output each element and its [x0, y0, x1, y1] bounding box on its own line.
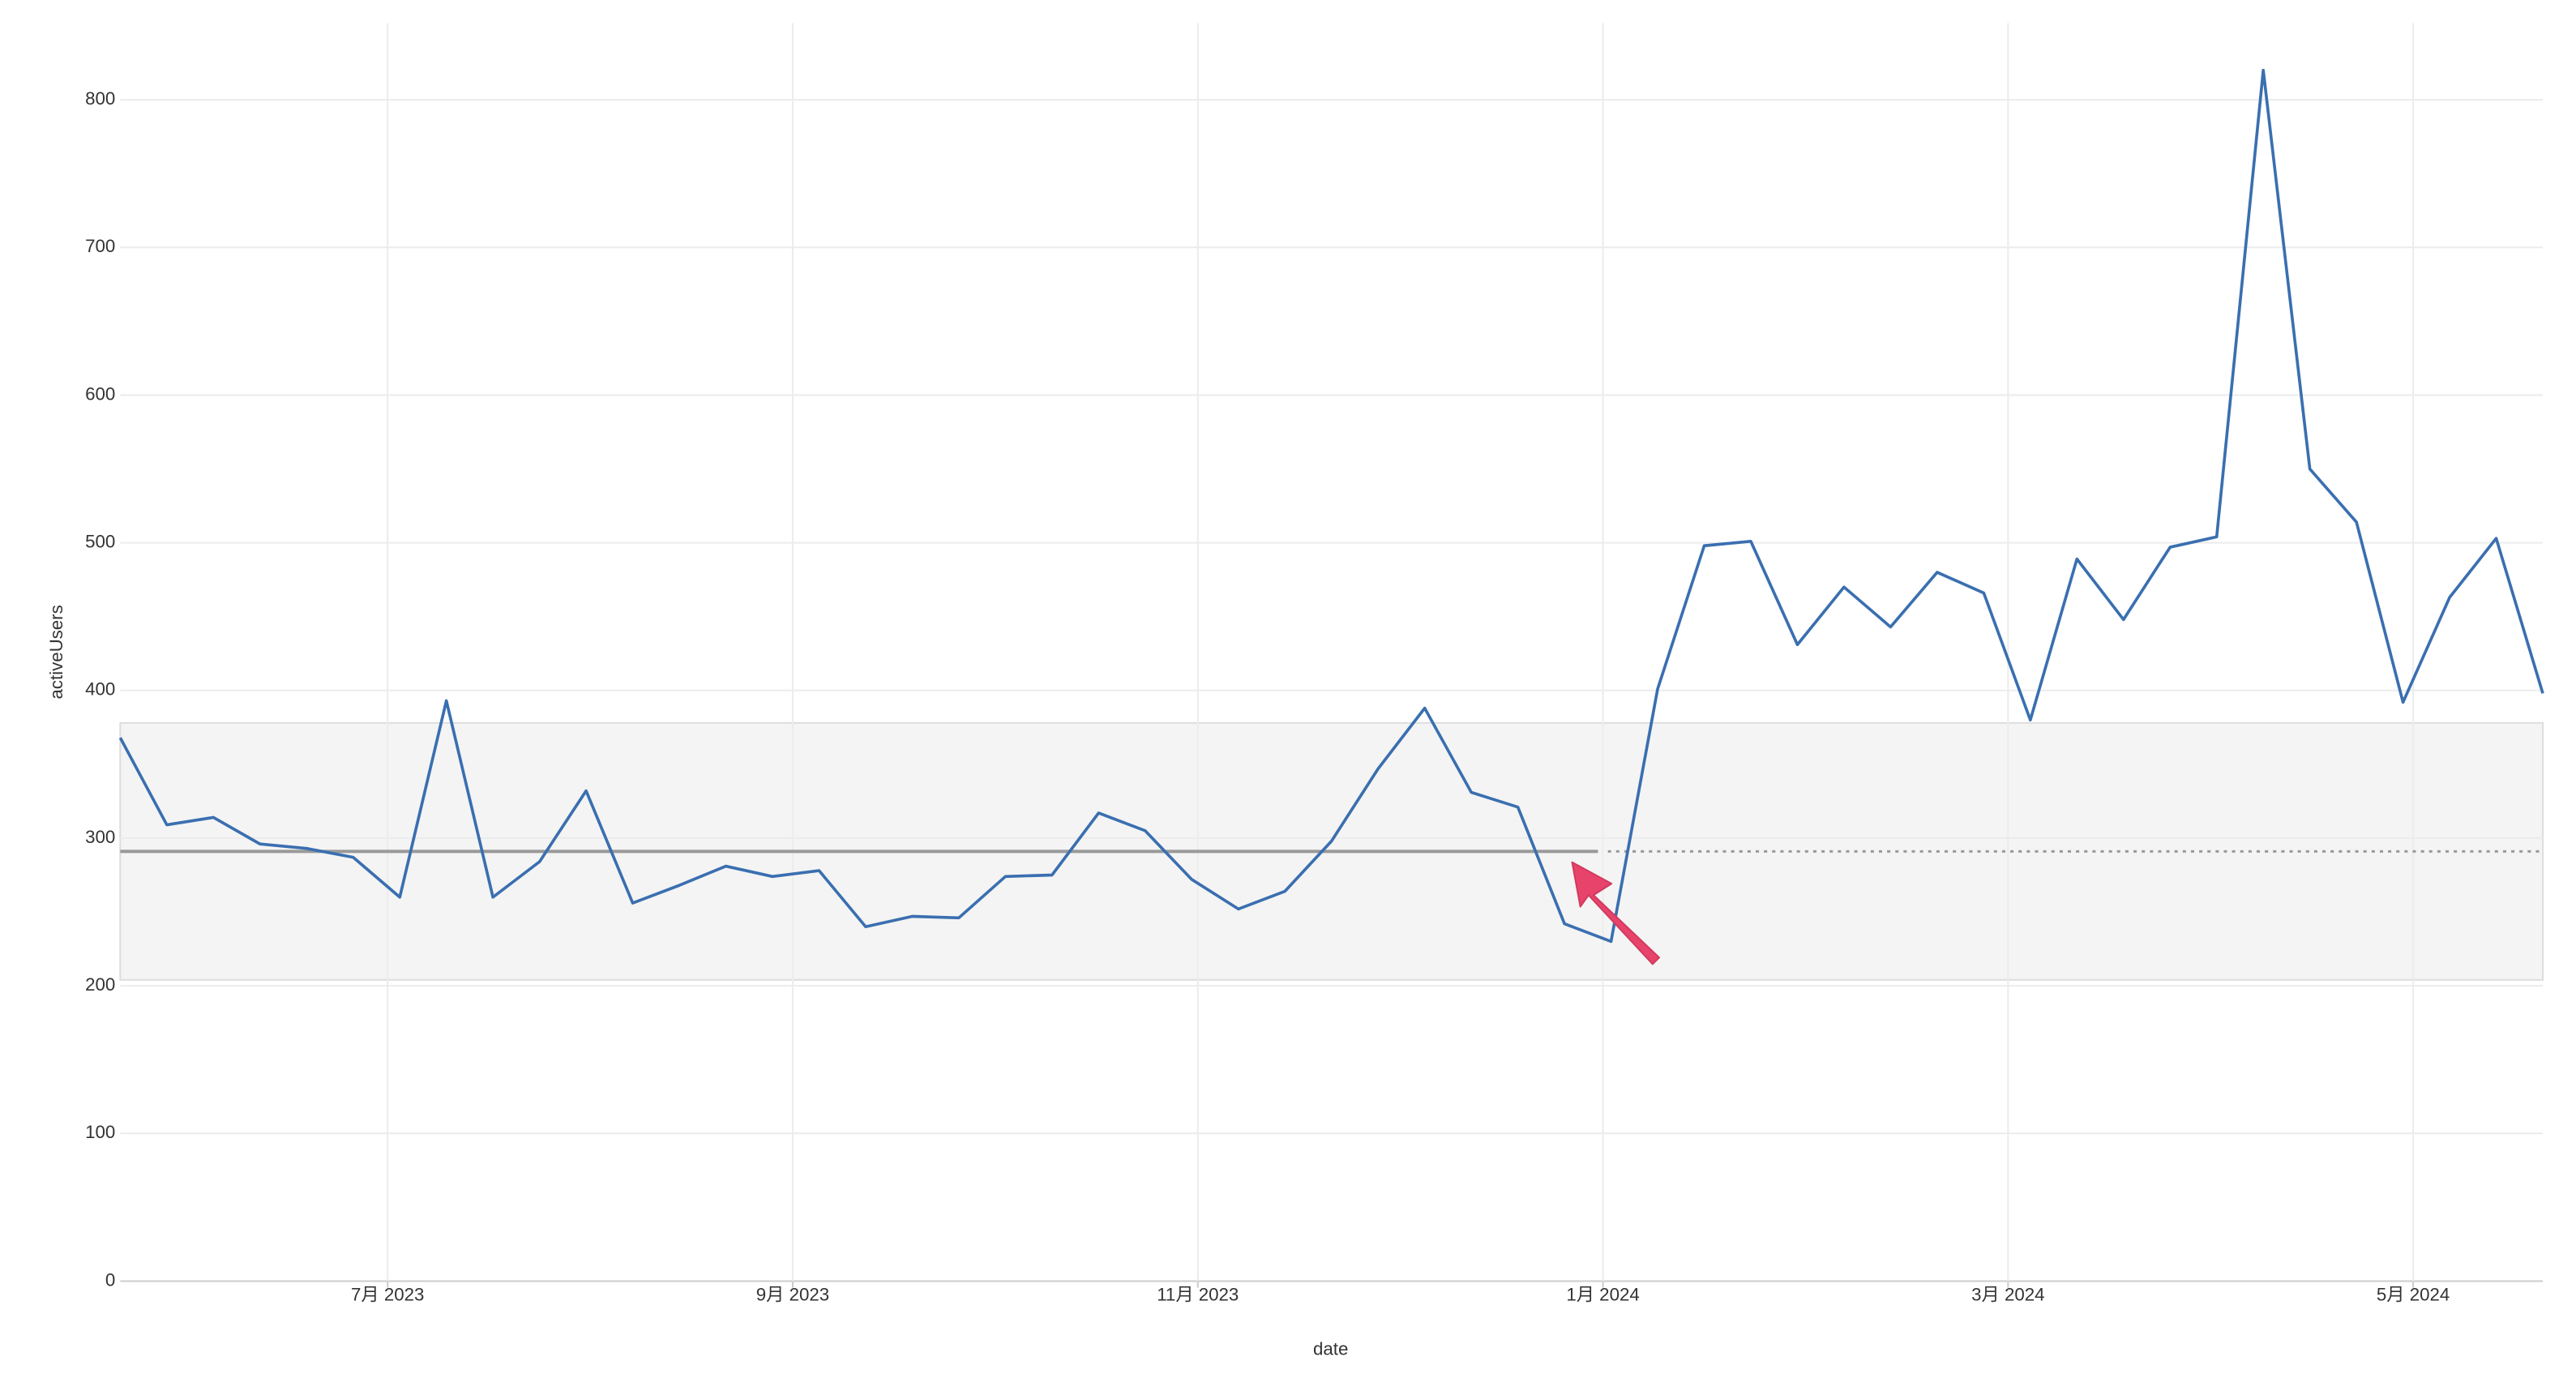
annotation-arrow — [1571, 861, 1660, 965]
y-tick-label: 700 — [85, 236, 115, 256]
y-tick-label: 100 — [85, 1122, 115, 1142]
x-tick-label: 3月 2024 — [1971, 1285, 2044, 1305]
y-tick-label: 0 — [105, 1269, 115, 1290]
data-line — [118, 68, 2544, 944]
x-axis-label: date — [1313, 1338, 1348, 1359]
y-tick-label: 200 — [85, 974, 115, 995]
x-tick-label: 5月 2024 — [2377, 1285, 2450, 1305]
y-tick-label: 300 — [85, 827, 115, 847]
y-tick-label: 800 — [85, 88, 115, 109]
y-tick-label: 600 — [85, 383, 115, 404]
y-tick-label: 400 — [85, 679, 115, 700]
x-tick-label: 11月 2023 — [1157, 1285, 1239, 1305]
x-tick-label: 7月 2023 — [351, 1285, 424, 1305]
y-tick-label: 500 — [85, 531, 115, 551]
y-axis-label: activeUsers — [46, 605, 66, 699]
x-tick-label: 9月 2023 — [756, 1285, 829, 1305]
x-tick-label: 1月 2024 — [1566, 1285, 1639, 1305]
